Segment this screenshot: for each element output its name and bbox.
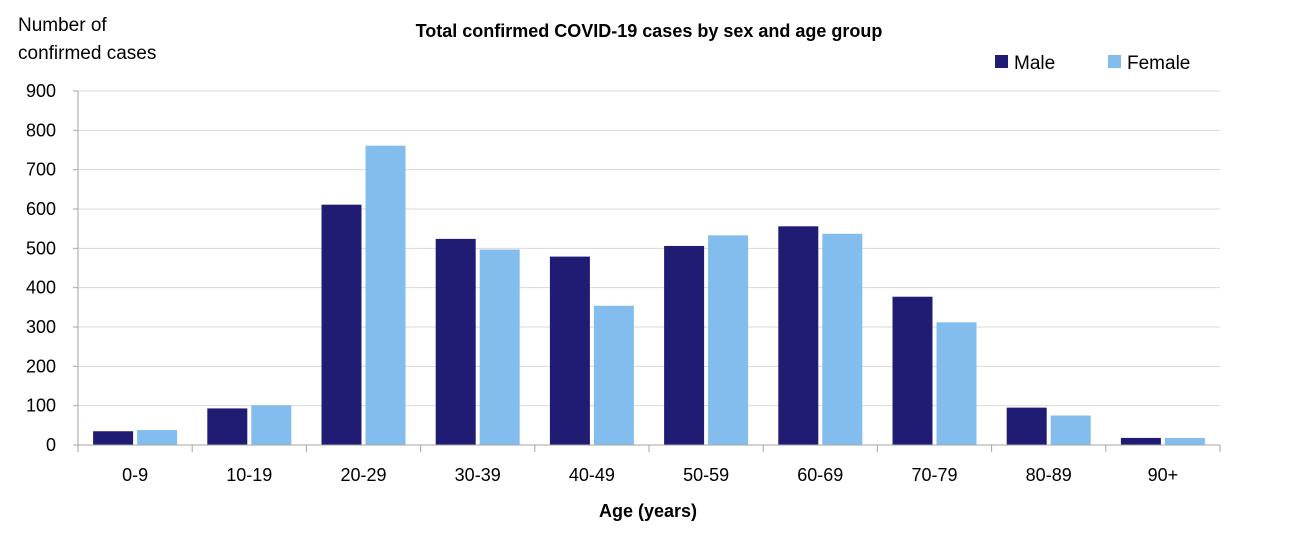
y-axis-ticks: 0 100 200 300 400 500 600 700 800 900 bbox=[26, 81, 78, 455]
legend-swatch-female bbox=[1108, 55, 1121, 68]
x-tick-label: 10-19 bbox=[226, 465, 272, 485]
y-axis-title-line-2: confirmed cases bbox=[18, 43, 156, 64]
gridlines bbox=[78, 90, 1220, 407]
y-tick-label: 500 bbox=[26, 238, 56, 258]
bar-male-20-29 bbox=[321, 204, 362, 445]
bar-female-0-9 bbox=[137, 430, 178, 445]
x-tick-label: 40-49 bbox=[569, 465, 615, 485]
x-tick-label: 20-29 bbox=[340, 465, 386, 485]
bar-female-50-59 bbox=[708, 235, 749, 445]
bar-male-40-49 bbox=[549, 256, 590, 445]
legend-swatch-male bbox=[995, 55, 1008, 68]
bar-female-10-19 bbox=[251, 405, 292, 445]
bar-female-20-29 bbox=[365, 145, 406, 445]
y-tick-label: 600 bbox=[26, 199, 56, 219]
x-axis-title: Age (years) bbox=[599, 501, 697, 521]
x-tick-label: 30-39 bbox=[455, 465, 501, 485]
bars bbox=[93, 145, 1205, 445]
x-tick-label: 80-89 bbox=[1026, 465, 1072, 485]
y-tick-label: 200 bbox=[26, 356, 56, 376]
bar-male-0-9 bbox=[93, 431, 134, 445]
y-tick-label: 400 bbox=[26, 278, 56, 298]
bar-female-40-49 bbox=[593, 305, 634, 445]
legend-label-male: Male bbox=[1014, 53, 1055, 74]
bar-female-90+ bbox=[1164, 437, 1205, 445]
y-tick-label: 700 bbox=[26, 160, 56, 180]
bar-male-70-79 bbox=[892, 296, 933, 445]
x-axis bbox=[77, 91, 1220, 446]
bar-female-80-89 bbox=[1050, 415, 1091, 445]
y-tick-label: 0 bbox=[46, 435, 56, 455]
legend: Male Female bbox=[995, 53, 1190, 74]
y-tick-label: 800 bbox=[26, 120, 56, 140]
bar-male-30-39 bbox=[435, 238, 476, 445]
x-tick-label: 90+ bbox=[1148, 465, 1179, 485]
legend-label-female: Female bbox=[1127, 53, 1190, 74]
bar-male-60-69 bbox=[778, 226, 819, 445]
x-tick-label: 0-9 bbox=[122, 465, 148, 485]
bar-male-90+ bbox=[1120, 437, 1161, 445]
x-tick-label: 60-69 bbox=[797, 465, 843, 485]
chart-title: Total confirmed COVID-19 cases by sex an… bbox=[416, 21, 883, 41]
bar-female-30-39 bbox=[479, 249, 520, 445]
bar-female-70-79 bbox=[936, 322, 977, 445]
y-tick-label: 900 bbox=[26, 81, 56, 101]
bar-male-50-59 bbox=[664, 245, 705, 445]
bar-female-60-69 bbox=[822, 233, 863, 445]
y-axis-title-line-1: Number of bbox=[18, 15, 107, 36]
x-tick-label: 50-59 bbox=[683, 465, 729, 485]
bar-male-80-89 bbox=[1006, 407, 1047, 445]
y-tick-label: 300 bbox=[26, 317, 56, 337]
y-tick-label: 100 bbox=[26, 396, 56, 416]
x-axis-ticks: 0-9 10-19 20-29 30-39 40-49 50-59 60-69 70-79 80… bbox=[77, 445, 1221, 485]
bar-male-10-19 bbox=[207, 408, 248, 445]
x-tick-label: 70-79 bbox=[911, 465, 957, 485]
